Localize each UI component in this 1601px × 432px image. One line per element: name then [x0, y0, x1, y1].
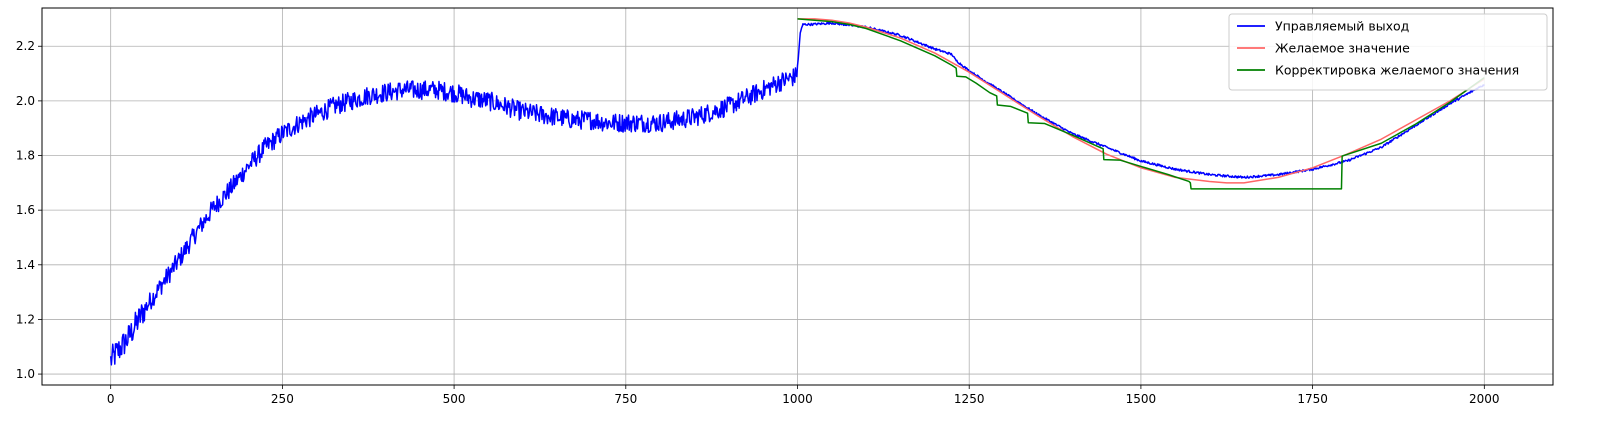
x-tick-label: 1750 — [1297, 392, 1328, 406]
legend-label-1: Управляемый выход — [1275, 19, 1409, 34]
x-axis: 0 250 500 750 1000 1250 1500 1750 2000 — [107, 385, 1500, 406]
y-tick-label: 2.0 — [16, 94, 35, 108]
series-line-3 — [797, 18, 1485, 190]
x-tick-label: 250 — [271, 392, 294, 406]
x-tick-label: 1500 — [1126, 392, 1157, 406]
legend-label-2: Желаемое значение — [1275, 41, 1410, 56]
x-tick-label: 2000 — [1469, 392, 1500, 406]
y-tick-label: 1.0 — [16, 367, 35, 381]
y-tick-label: 2.2 — [16, 39, 35, 53]
y-axis: 1.0 1.2 1.4 1.6 1.8 2.0 2.2 — [16, 39, 42, 381]
series-line-1 — [109, 21, 1485, 366]
x-tick-label: 0 — [107, 392, 115, 406]
legend-items: Управляемый выход Желаемое значение Коррек… — [1237, 19, 1519, 78]
y-tick-label: 1.6 — [16, 203, 35, 217]
y-tick-label: 1.4 — [16, 258, 35, 272]
y-tick-label: 1.2 — [16, 312, 35, 326]
x-tick-label: 1250 — [954, 392, 985, 406]
series-group — [109, 18, 1485, 366]
legend-label-3: Корректировка желаемого значения — [1275, 63, 1519, 78]
x-tick-label: 500 — [443, 392, 466, 406]
y-tick-label: 1.8 — [16, 149, 35, 163]
x-tick-label: 750 — [614, 392, 637, 406]
legend: Управляемый выход Желаемое значение Коррек… — [1228, 13, 1548, 91]
x-tick-label: 1000 — [782, 392, 813, 406]
legend-box — [1228, 13, 1548, 91]
